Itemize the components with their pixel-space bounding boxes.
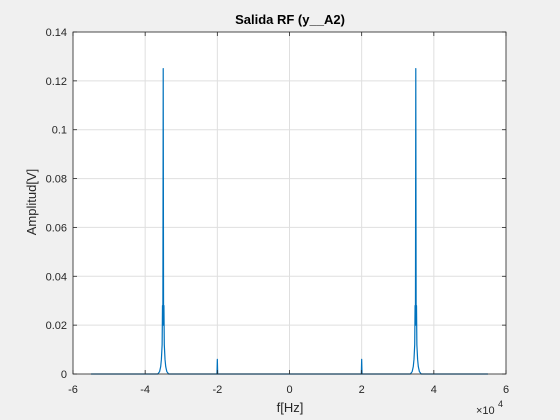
x-exponent-power: 4 bbox=[498, 399, 503, 409]
y-tick-label: 0.06 bbox=[46, 222, 67, 234]
x-exponent-label: ×10 4 bbox=[476, 399, 503, 417]
x-tick-label: 4 bbox=[431, 384, 437, 396]
x-tick-label: 2 bbox=[359, 384, 365, 396]
chart-title: Salida RF (y__A2) bbox=[235, 12, 345, 27]
y-tick-label: 0.12 bbox=[46, 76, 67, 88]
x-tick-label: -6 bbox=[68, 384, 78, 396]
x-tick-label: 6 bbox=[503, 384, 509, 396]
x-tick-label: 0 bbox=[286, 384, 292, 396]
y-tick-label: 0.04 bbox=[46, 271, 67, 283]
x-exponent-base: ×10 bbox=[476, 405, 495, 417]
y-axis-label: Amplitud[V] bbox=[24, 169, 39, 235]
y-tick-label: 0.02 bbox=[46, 320, 67, 332]
x-tick-label: -4 bbox=[140, 384, 150, 396]
x-tick-label: -2 bbox=[212, 384, 222, 396]
y-tick-label: 0.08 bbox=[46, 174, 67, 186]
y-tick-label: 0.14 bbox=[46, 27, 67, 39]
x-axis-label: f[Hz] bbox=[277, 400, 304, 415]
y-tick-label: 0.1 bbox=[52, 125, 67, 137]
y-tick-label: 0 bbox=[61, 369, 67, 381]
